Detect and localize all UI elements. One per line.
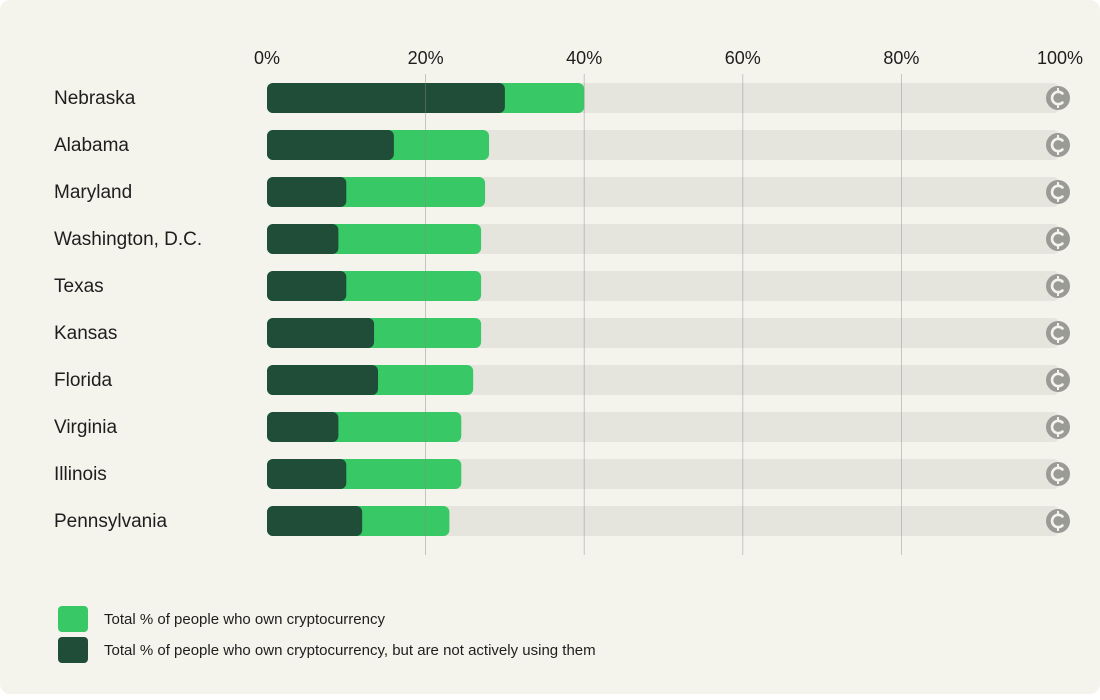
category-label: Texas (54, 276, 104, 297)
bar-inactive (267, 130, 394, 160)
bar-inactive (267, 459, 347, 489)
category-label: Kansas (54, 323, 117, 344)
legend-swatch-total (58, 606, 88, 632)
category-label: Florida (54, 370, 113, 391)
x-tick-label: 80% (883, 48, 919, 68)
bar-track (267, 412, 1060, 442)
coin-icon (1046, 180, 1070, 204)
category-label: Washington, D.C. (54, 229, 202, 250)
coin-icon (1046, 86, 1070, 110)
bar-inactive (267, 83, 505, 113)
coin-icon (1046, 368, 1070, 392)
x-tick-label: 20% (408, 48, 444, 68)
legend-item-total: Total % of people who own cryptocurrency (58, 606, 596, 632)
bar-inactive (267, 412, 339, 442)
bar-inactive (267, 506, 363, 536)
coin-icon (1046, 321, 1070, 345)
coin-icon (1046, 133, 1070, 157)
coin-icon (1046, 227, 1070, 251)
x-tick-label: 100% (1037, 48, 1083, 68)
bar-chart: 0% 20% 40% 60% 80% 100% Nebraska Alabama Marylan… (54, 48, 1083, 555)
category-label: Alabama (54, 135, 129, 156)
bar-inactive (267, 365, 379, 395)
bar-track (267, 506, 1060, 536)
category-label: Illinois (54, 464, 107, 485)
x-tick-label: 60% (725, 48, 761, 68)
legend-swatch-inactive (58, 637, 88, 663)
coin-icon (1046, 415, 1070, 439)
legend-item-inactive: Total % of people who own cryptocurrency… (58, 637, 596, 663)
bar-inactive (267, 224, 339, 254)
category-label: Maryland (54, 182, 132, 203)
legend-label-total: Total % of people who own cryptocurrency (104, 610, 385, 628)
bar-inactive (267, 271, 347, 301)
bar-inactive (267, 177, 347, 207)
bar-track (267, 459, 1060, 489)
x-tick-label: 40% (566, 48, 602, 68)
coin-icon (1046, 274, 1070, 298)
category-label: Virginia (54, 417, 117, 438)
legend: Total % of people who own cryptocurrency… (58, 606, 596, 668)
legend-label-inactive: Total % of people who own cryptocurrency… (104, 641, 596, 659)
coin-icon (1046, 462, 1070, 486)
bar-inactive (267, 318, 375, 348)
coin-icon (1046, 509, 1070, 533)
x-tick-label: 0% (254, 48, 280, 68)
category-label: Nebraska (54, 88, 136, 109)
category-label: Pennsylvania (54, 511, 167, 532)
